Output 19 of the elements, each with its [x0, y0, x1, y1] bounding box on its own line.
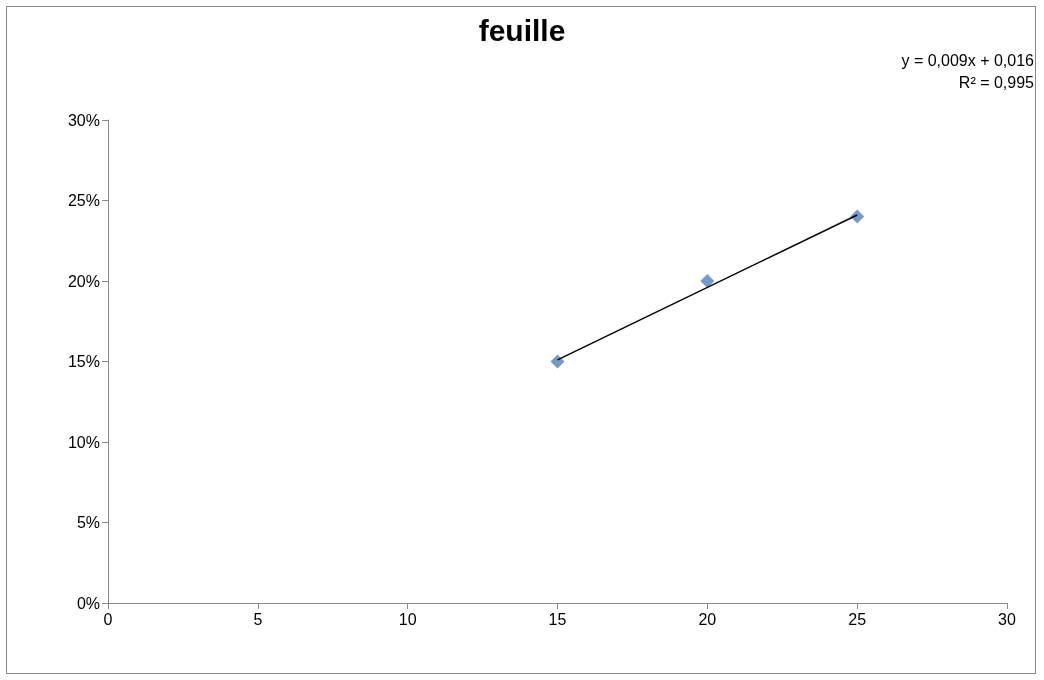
chart-title: feuille — [478, 13, 566, 47]
x-tick-label: 15 — [548, 610, 567, 628]
y-tick-label: 30% — [67, 111, 100, 129]
point — [550, 354, 565, 369]
y-tick-label: 20% — [67, 272, 100, 290]
y-tick-label: 5% — [76, 514, 100, 531]
x-tick-label: 5 — [253, 610, 263, 628]
text: y = 0,009x + 0,016 — [901, 51, 1035, 69]
text: R² = 0,995 — [958, 73, 1035, 91]
y-tick-label: 10% — [67, 433, 100, 451]
x-tick-label: 25 — [848, 610, 867, 628]
x-tick-label: 10 — [398, 610, 417, 628]
point — [700, 274, 715, 288]
x-tick-label: 0 — [103, 610, 113, 628]
y-tick-label: 0% — [76, 594, 100, 612]
x-tick-label: 20 — [698, 610, 717, 628]
y-tick-label: 15% — [67, 353, 100, 370]
y-tick-label: 25% — [67, 192, 100, 209]
x-tick-label: 30 — [998, 610, 1016, 628]
